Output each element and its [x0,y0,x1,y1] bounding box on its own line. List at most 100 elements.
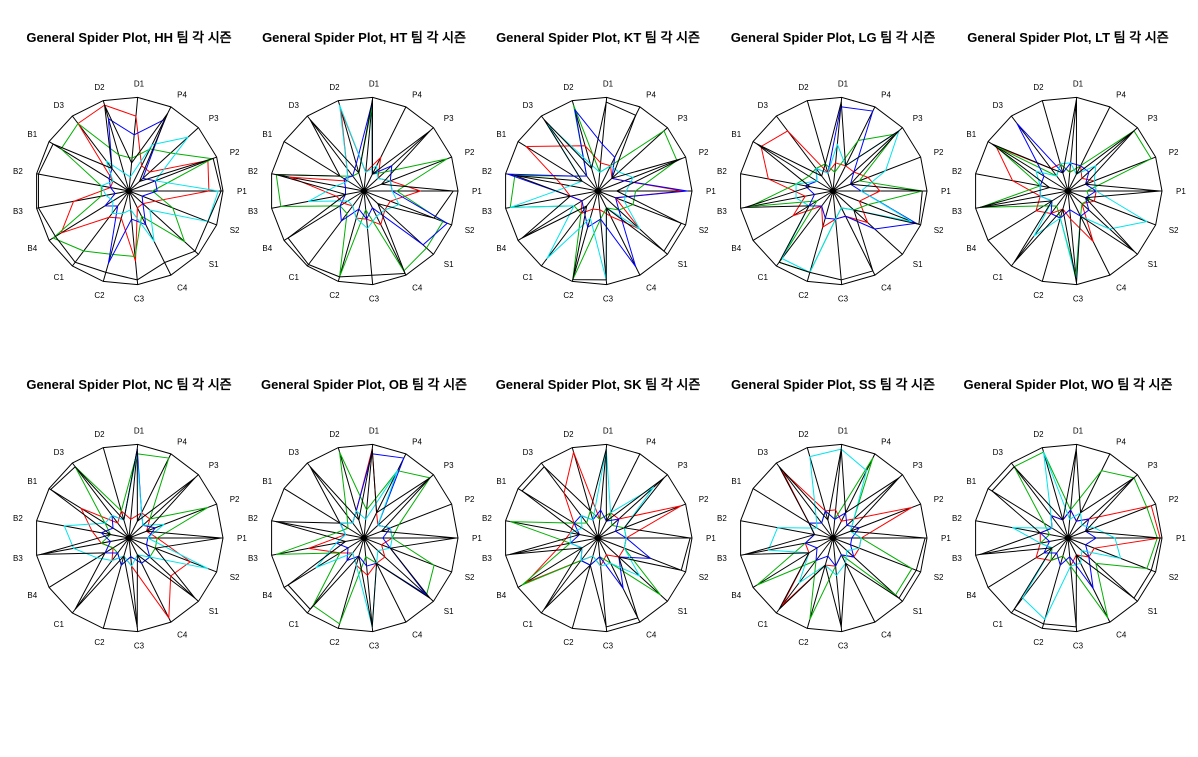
radar-spoke [1067,156,1156,192]
radar-spoke [128,474,199,539]
radar-spoke [128,444,139,539]
axis-label: B4 [496,244,506,253]
axis-label: P1 [706,534,716,543]
radar-center [126,188,132,194]
axis-label: C1 [758,273,769,282]
axis-label: C4 [412,284,423,293]
axis-label: B1 [27,130,37,139]
radar-spoke [363,537,434,602]
series-line [509,510,662,596]
radar-frame [740,96,928,286]
radar-spoke [48,537,130,588]
radar-center [361,535,367,541]
panel-title: General Spider Plot, SK 팀 각 시즌 [496,377,701,392]
axis-label: P1 [941,534,951,543]
radar-spoke [337,537,365,629]
radar-spoke [1010,115,1069,192]
radar-spoke [540,115,599,192]
radar-spoke [775,115,834,192]
axis-label: C1 [993,273,1004,282]
radar-spoke [1067,106,1111,192]
series-line [100,136,219,242]
axis-label: B1 [966,130,976,139]
radar-spoke [306,537,365,614]
axis-label: D3 [993,448,1004,457]
radar-spoke [128,537,139,632]
axis-label: C1 [993,620,1004,629]
radar-spoke [540,190,599,267]
radar-spoke [1010,190,1069,267]
radar-spoke [752,488,834,539]
radar-spoke [740,173,834,192]
radar-spoke [1067,190,1156,226]
axis-label: D1 [134,79,145,88]
radar-spoke [363,190,374,285]
axis-label: B3 [248,207,258,216]
radar-spoke [1067,127,1138,192]
axis-label: C3 [134,642,145,651]
axis-label: S2 [699,226,709,235]
radar-spoke [363,127,434,192]
axis-label: D2 [94,430,105,439]
axis-label: S1 [1148,260,1158,269]
radar-frame [975,96,1163,286]
series-line [781,130,913,273]
radar-spoke [1067,537,1156,573]
axis-label: B1 [731,130,741,139]
radar-spoke [832,453,876,539]
radar-spoke [752,141,834,192]
panel-title: General Spider Plot, NC 팀 각 시즌 [26,377,231,392]
axis-label: C1 [54,273,65,282]
radar-spoke [775,190,834,267]
radar-spoke [597,474,668,539]
axis-label: C3 [369,642,380,651]
axis-label: S1 [1148,607,1158,616]
axis-label: P3 [444,461,454,470]
axis-label: C2 [798,638,809,647]
radar-spoke [128,190,199,255]
axis-label: C3 [369,295,380,304]
axis-label: P2 [1169,495,1179,504]
axis-label: D1 [134,426,145,435]
axis-label: P4 [646,90,656,99]
series-line [979,448,1161,628]
radar-spoke [806,447,834,539]
series-line [339,101,448,246]
series-line [40,448,222,628]
radar-spoke [517,141,599,192]
radar-spoke [1067,444,1078,539]
series-line [509,104,678,281]
radar-spoke [283,190,365,241]
radar-spoke [128,453,172,539]
axis-label: C2 [329,638,340,647]
radar-spoke [597,106,641,192]
radar-spoke [505,173,599,192]
radar-spoke [832,537,843,632]
radar-frame [505,443,693,633]
series-line [100,448,156,566]
series-line [569,509,652,589]
radar-spoke [337,447,365,539]
radar-spoke [505,190,599,209]
radar-spoke [832,503,921,539]
series-line [1012,451,1122,620]
axis-label: B3 [248,554,258,563]
axis-label: C3 [838,642,849,651]
radar-spoke [71,190,130,267]
radar-spoke [597,537,668,602]
radar-spoke [740,537,834,556]
radar-spoke [775,462,834,539]
radar-spoke [102,190,130,282]
axis-label: B4 [966,244,976,253]
axis-label: B3 [482,207,492,216]
radar-spoke [832,106,876,192]
axis-label: P1 [472,187,482,196]
radar-spoke [975,190,1069,209]
series-line [979,98,1161,284]
radar-spoke [1010,537,1069,614]
radar-spoke [363,537,374,632]
axis-label: B3 [717,207,727,216]
axis-label: B4 [262,244,272,253]
axis-label: D2 [329,430,340,439]
series-line [760,130,881,228]
